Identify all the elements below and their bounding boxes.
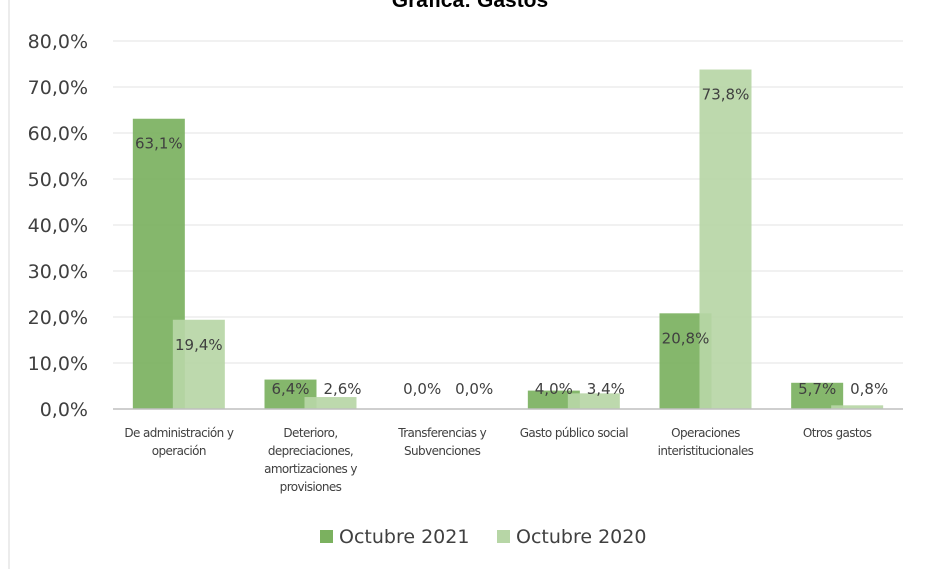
- data-label-octubre-2021: 20,8%: [662, 329, 710, 347]
- data-label-octubre-2020: 19,4%: [175, 336, 223, 354]
- y-tick-label: 30,0%: [28, 261, 88, 283]
- data-label-octubre-2021: 0,0%: [403, 380, 441, 398]
- data-labels: 63,1% 19,4% 6,4% 2,6% 0,0% 0,0% 4,0% 3,4% 20,8% 7…: [135, 86, 888, 398]
- y-tick-label: 50,0%: [28, 169, 88, 191]
- data-label-octubre-2021: 4,0%: [535, 380, 573, 398]
- x-tick-label: Transferencias y: [397, 426, 486, 440]
- y-tick-label: 10,0%: [28, 353, 88, 375]
- bar-octubre-2021: [791, 382, 844, 409]
- y-axis-ticks: 0,0% 10,0% 20,0% 30,0% 40,0% 50,0% 60,0% 70,0% 8…: [28, 31, 88, 421]
- y-tick-label: 40,0%: [28, 215, 88, 237]
- data-label-octubre-2021: 6,4%: [271, 380, 309, 398]
- x-tick-label: provisiones: [280, 480, 342, 494]
- data-label-octubre-2020: 0,0%: [455, 380, 493, 398]
- x-axis-labels: De administración y operación Deterioro, de…: [124, 426, 872, 494]
- legend-label: Octubre 2021: [339, 526, 469, 548]
- x-tick-label: depreciaciones,: [268, 444, 353, 458]
- x-tick-label: operación: [152, 444, 206, 458]
- data-label-octubre-2020: 3,4%: [587, 380, 625, 398]
- data-label-octubre-2021: 5,7%: [798, 380, 836, 398]
- bar-octubre-2020: [831, 405, 884, 409]
- bar-octubre-2020: [172, 319, 225, 409]
- x-tick-label: De administración y: [124, 426, 234, 440]
- data-label-octubre-2020: 73,8%: [702, 86, 750, 104]
- bars: [132, 69, 884, 410]
- gridlines: [113, 40, 903, 364]
- x-tick-label: Gasto público social: [520, 426, 629, 440]
- y-tick-label: 20,0%: [28, 307, 88, 329]
- x-tick-label: Operaciones: [671, 426, 740, 440]
- x-tick-label: Otros gastos: [803, 426, 872, 440]
- x-tick-label: Subvenciones: [404, 444, 481, 458]
- x-tick-label: interistitucionales: [658, 444, 754, 458]
- bar-octubre-2021: [527, 390, 580, 409]
- legend: Octubre 2021 Octubre 2020: [320, 526, 646, 548]
- data-label-octubre-2020: 2,6%: [323, 380, 361, 398]
- bar-octubre-2020: [699, 69, 752, 410]
- bar-octubre-2020: [567, 393, 620, 409]
- x-tick-label: amortizaciones y: [264, 462, 357, 476]
- y-tick-label: 0,0%: [40, 399, 88, 421]
- x-tick-label: Deterioro,: [283, 426, 337, 440]
- legend-swatch: [497, 530, 510, 543]
- chart-title: Gráfica: Gastos: [391, 0, 549, 12]
- bar-octubre-2020: [304, 397, 357, 409]
- data-label-octubre-2021: 63,1%: [135, 135, 183, 153]
- legend-swatch: [320, 530, 333, 543]
- data-label-octubre-2020: 0,8%: [850, 380, 888, 398]
- legend-label: Octubre 2020: [516, 526, 646, 548]
- y-tick-label: 70,0%: [28, 77, 88, 99]
- y-tick-label: 80,0%: [28, 31, 88, 53]
- y-tick-label: 60,0%: [28, 123, 88, 145]
